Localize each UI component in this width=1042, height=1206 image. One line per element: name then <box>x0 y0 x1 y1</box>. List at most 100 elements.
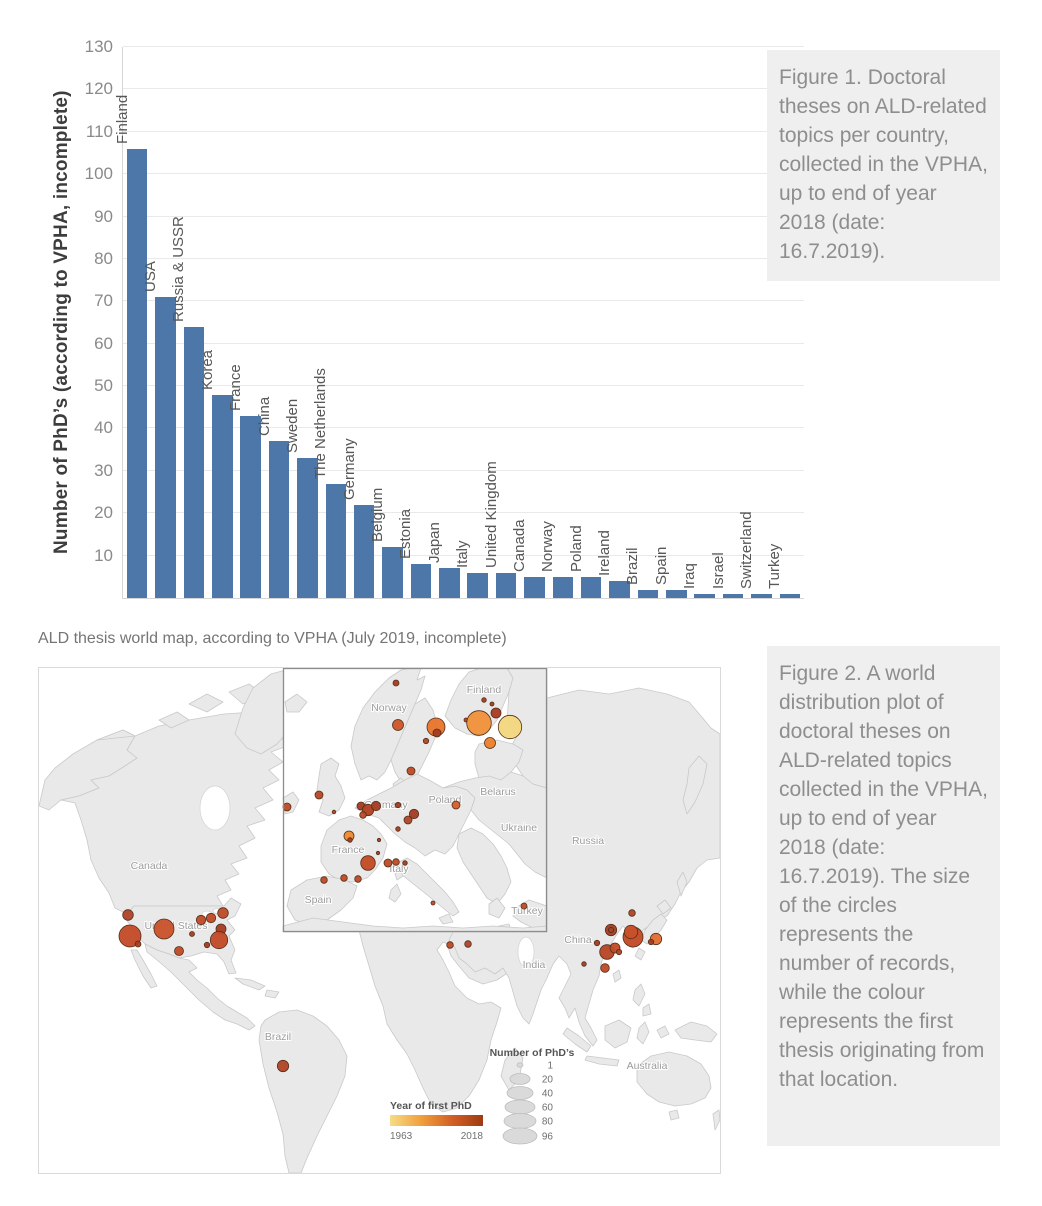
land-kamchatka <box>682 755 708 815</box>
bar-label: Israel <box>709 552 727 589</box>
land-australia <box>636 1051 712 1107</box>
bar-canada <box>524 576 545 598</box>
land-philippines-2 <box>642 1003 652 1017</box>
phd-location-circle <box>403 815 413 825</box>
phd-location-circle <box>383 858 393 868</box>
bar-label: Italy <box>454 540 472 568</box>
gridline <box>123 427 804 429</box>
land-norway <box>350 667 426 781</box>
bar-finland <box>126 148 148 598</box>
gridline <box>123 130 804 132</box>
land-east-europe <box>442 771 548 879</box>
color-legend-min: 1963 <box>390 1131 413 1142</box>
gridline <box>123 554 804 556</box>
phd-location-circle <box>134 940 142 948</box>
phd-location-circle <box>340 874 348 882</box>
phd-location-circle <box>490 707 502 719</box>
region-label-belarus: Belarus <box>480 786 516 798</box>
figure2-caption: Figure 2. A world distribution plot of d… <box>767 646 1000 1146</box>
phd-location-circle <box>408 808 420 820</box>
phd-location-circle <box>354 875 362 883</box>
land-south-america <box>258 1009 348 1174</box>
figure1-caption: Figure 1. Doctoral theses on ALD-related… <box>767 50 1000 281</box>
land-arctic-island-3 <box>158 711 190 729</box>
y-tick-label: 110 <box>85 121 113 141</box>
bar-belgium <box>382 547 403 598</box>
phd-location-circle <box>466 710 492 736</box>
bar-ireland <box>609 581 630 598</box>
bar-brazil <box>637 589 659 598</box>
size-legend-value: 40 <box>542 1089 554 1100</box>
land-japan-hokkaido <box>656 899 672 915</box>
size-legend-value: 1 <box>547 1061 553 1072</box>
land-sicily <box>438 913 454 925</box>
bar-label: Norway <box>539 520 557 572</box>
bar-label: Switzerland <box>737 511 755 589</box>
bar-poland <box>580 576 602 598</box>
phd-location-circle <box>276 1059 290 1073</box>
land-new-guinea <box>674 1021 718 1043</box>
bar-label: France <box>227 364 245 411</box>
inset-data-circles <box>282 679 528 910</box>
size-legend-value: 60 <box>542 1103 554 1114</box>
gridline <box>123 300 804 302</box>
region-label-ukraine: Ukraine <box>501 822 537 834</box>
phd-location-circle <box>422 737 430 745</box>
bar-label: Poland <box>567 525 585 572</box>
phd-location-circle <box>153 918 175 940</box>
figure1-caption-text: Figure 1. Doctoral theses on ALD-related… <box>779 66 988 263</box>
bar-label: Finland <box>113 94 131 144</box>
phd-location-circle <box>195 914 207 926</box>
bar-label: Belgium <box>369 487 387 543</box>
land-sakhalin <box>676 871 688 897</box>
y-tick-label: 10 <box>94 545 113 565</box>
land-java <box>584 1055 620 1067</box>
bar-label: China <box>255 396 273 437</box>
land-taiwan <box>612 969 622 983</box>
bar-russia-ussr <box>183 326 205 598</box>
phd-location-circle <box>392 719 404 731</box>
bar-united-kingdom <box>495 572 517 598</box>
phd-location-circle <box>189 931 195 937</box>
map-title: ALD thesis world map, according to VPHA … <box>38 630 507 647</box>
size-legend-symbol <box>509 1073 531 1085</box>
land-philippines-1 <box>632 983 646 1007</box>
bar-label: Iraq <box>681 562 699 589</box>
gridline <box>123 512 804 514</box>
bar-turkey <box>779 593 801 598</box>
phd-location-circle <box>402 860 408 866</box>
phd-location-circle <box>593 939 601 947</box>
region-label-russia: Russia <box>572 835 604 847</box>
land-sumatra <box>562 1027 592 1053</box>
color-legend: Year of first PhD 1963 2018 <box>390 1100 483 1142</box>
figure2-caption-text: Figure 2. A world distribution plot of d… <box>779 662 988 1091</box>
land-arctic-island-1 <box>188 693 224 713</box>
land-cuba <box>234 977 266 991</box>
gridline <box>123 385 804 387</box>
phd-location-circle <box>217 907 229 919</box>
land-greece <box>488 897 506 919</box>
region-label-spain: Spain <box>305 894 332 906</box>
hudson-bay <box>199 785 231 831</box>
phd-location-circle <box>520 902 528 910</box>
size-legend-symbol <box>506 1086 534 1100</box>
color-legend-max: 2018 <box>461 1131 484 1142</box>
bar-spain <box>666 589 687 598</box>
phd-location-circle <box>581 961 587 967</box>
phd-location-circle <box>392 858 400 866</box>
size-legend-symbol <box>516 1062 524 1068</box>
phd-location-circle <box>174 946 184 956</box>
y-tick-label: 20 <box>94 503 113 523</box>
size-legend-title: Number of PhD’s <box>490 1047 575 1059</box>
bar-label: The Netherlands <box>312 367 330 479</box>
land-tasmania <box>668 1109 680 1121</box>
caspian-sea <box>517 936 535 968</box>
phd-location-circle <box>604 923 618 937</box>
region-label-australia: Australia <box>627 1060 668 1072</box>
bar-label: Estonia <box>397 509 415 560</box>
phd-location-circle <box>392 679 400 687</box>
bar-iraq <box>694 593 715 598</box>
y-tick-label: 120 <box>84 79 113 99</box>
land-maluku <box>656 1025 670 1039</box>
